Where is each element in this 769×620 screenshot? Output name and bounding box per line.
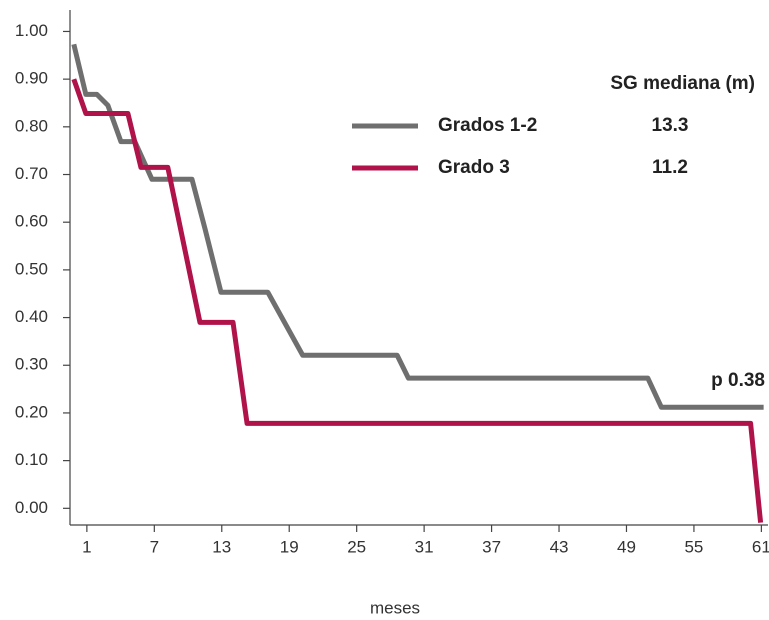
x-tick-label: 55	[684, 537, 703, 556]
legend-median: 13.3	[652, 115, 689, 136]
y-tick-label: 0.10	[15, 450, 48, 469]
annotation: p 0.38	[711, 370, 765, 391]
legend-label: Grado 3	[438, 157, 510, 178]
legend-label: Grados 1-2	[438, 115, 537, 136]
y-tick-label: 0.90	[15, 69, 48, 88]
y-tick-label: 0.20	[15, 402, 48, 421]
x-tick-label: 7	[150, 537, 159, 556]
x-tick-label: 49	[617, 537, 636, 556]
survival-line	[71, 43, 764, 410]
x-tick-label: 31	[415, 537, 434, 556]
x-tick-label: 1	[82, 537, 91, 556]
legend-title: SG mediana (m)	[610, 73, 755, 94]
y-tick-label: 1.00	[15, 21, 48, 40]
y-tick-label: 0.00	[15, 498, 48, 517]
x-tick-label: 19	[280, 537, 299, 556]
y-tick-label: 0.30	[15, 355, 48, 374]
y-tick-label: 0.70	[15, 164, 48, 183]
survival-line	[71, 78, 764, 523]
y-tick-label: 0.50	[15, 259, 48, 278]
y-tick-label: 0.60	[15, 212, 48, 231]
x-tick-label: 61	[752, 537, 769, 556]
x-tick-label: 25	[347, 537, 366, 556]
x-axis-label: meses	[370, 598, 420, 617]
x-tick-label: 13	[212, 537, 231, 556]
x-tick-label: 37	[482, 537, 501, 556]
legend-median: 11.2	[652, 157, 688, 178]
y-tick-label: 0.80	[15, 116, 48, 135]
y-tick-label: 0.40	[15, 307, 48, 326]
x-tick-label: 43	[550, 537, 569, 556]
